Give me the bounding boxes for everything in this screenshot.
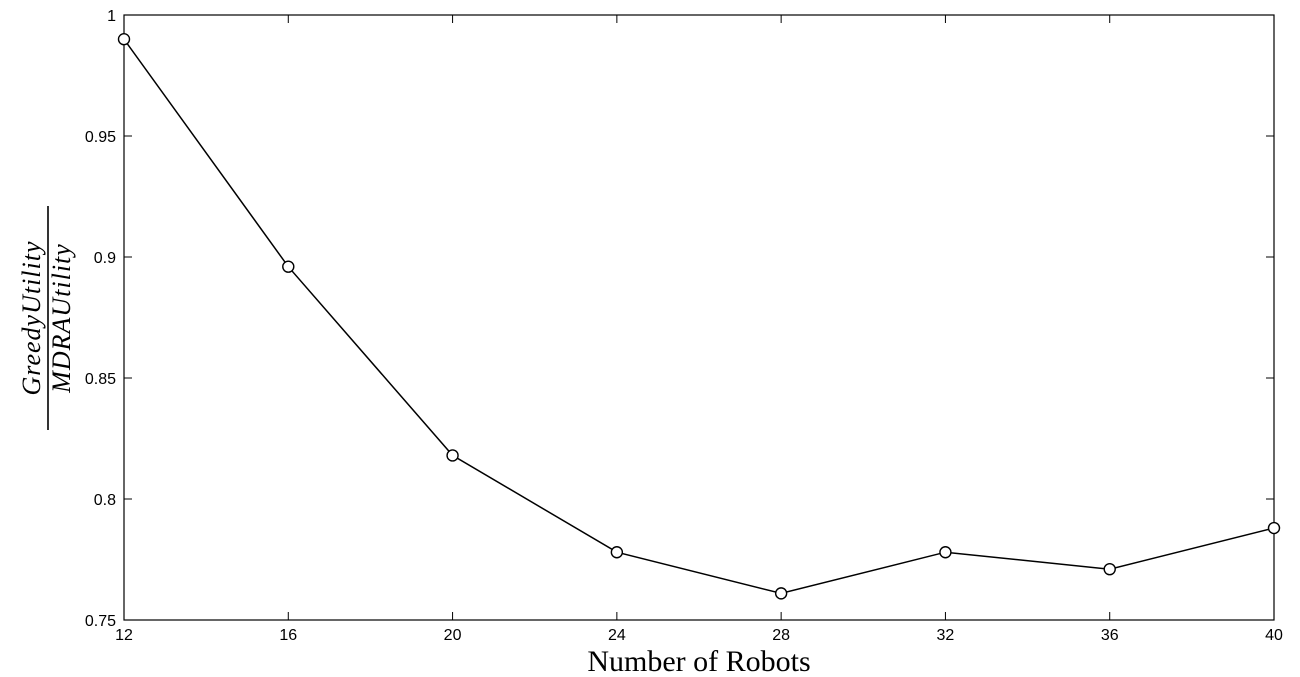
- series-line: [123, 38, 1275, 595]
- plot-area: [123, 14, 1275, 621]
- y-tick-label: 0.9: [94, 250, 116, 267]
- data-point: [610, 546, 624, 559]
- data-point: [446, 449, 459, 462]
- data-point: [1103, 562, 1116, 576]
- x-tick-label: 20: [444, 627, 462, 644]
- y-tick-label: 0.85: [85, 371, 116, 388]
- y-axis-label: GreedyUtility MDRAUtility: [17, 206, 76, 430]
- y-tick-label: 0.95: [85, 129, 116, 146]
- y-tick-label: 1: [107, 8, 116, 25]
- y-axis-label-numerator: GreedyUtility: [17, 241, 46, 396]
- x-axis-label: Number of Robots: [587, 645, 810, 677]
- x-tick-label: 28: [772, 627, 790, 644]
- x-tick-label: 32: [937, 627, 955, 644]
- data-point: [939, 546, 952, 559]
- series-layer: [117, 33, 1281, 600]
- data-point: [117, 33, 131, 46]
- x-tick-label: 12: [115, 627, 133, 644]
- y-axis-label-denominator: MDRAUtility: [47, 243, 76, 394]
- data-point: [282, 260, 295, 273]
- x-tick-label: 16: [279, 627, 297, 644]
- x-tick-label: 24: [608, 627, 626, 644]
- tick-labels: 12 16 20 24 28 32 36 40 0.75 0.8 0.85 0.9 0.95 1: [85, 8, 1283, 644]
- y-tick-label: 0.75: [85, 613, 116, 630]
- y-tick-label: 0.8: [94, 492, 116, 509]
- axis-ticks: [123, 14, 1275, 621]
- data-point: [1267, 521, 1281, 535]
- x-tick-label: 36: [1101, 627, 1119, 644]
- data-point: [774, 587, 788, 600]
- x-tick-label: 40: [1265, 627, 1283, 644]
